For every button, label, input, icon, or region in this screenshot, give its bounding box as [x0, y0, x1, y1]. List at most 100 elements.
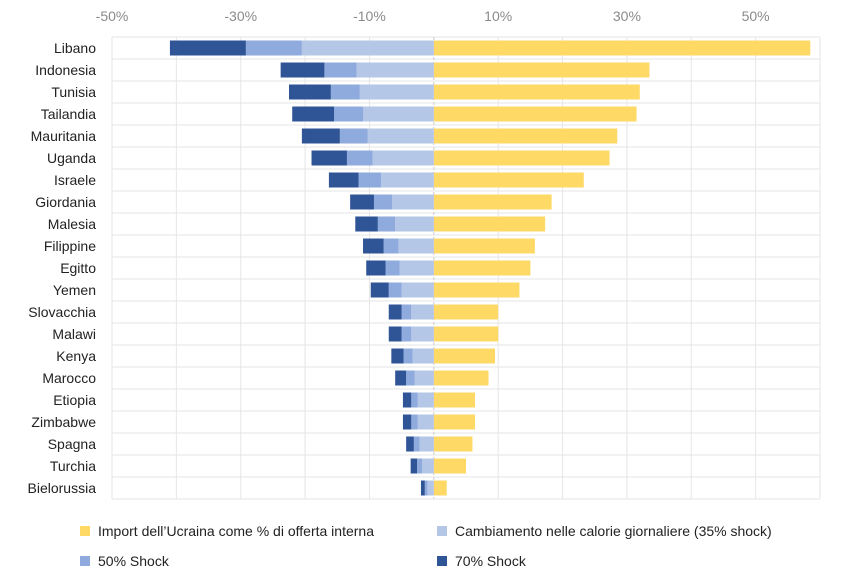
category-label: Spagna [48, 436, 96, 452]
bar-segment [406, 436, 414, 452]
bar-segment [433, 458, 466, 474]
bar-segment [433, 128, 618, 144]
bar-segment [372, 150, 434, 166]
bar-segment [410, 458, 418, 474]
bar-segment [381, 172, 434, 188]
legend-label-35-shock: Cambiamento nelle calorie giornaliere (3… [455, 523, 772, 539]
legend-item-import: Import dell’Ucraina come % di offerta in… [80, 523, 374, 539]
bar-segment [433, 216, 546, 232]
bar-segment [411, 414, 418, 430]
bar-segment [388, 282, 402, 298]
bar-segment [289, 84, 331, 100]
bar-segment [395, 370, 407, 386]
bar-segment [301, 128, 340, 144]
bar-segment [422, 458, 434, 474]
bar-segment [401, 326, 412, 342]
bar-segment [377, 216, 396, 232]
category-label: Indonesia [35, 62, 96, 78]
bar-segment [391, 348, 404, 364]
bar-segment [292, 106, 335, 122]
bar-segment [358, 172, 382, 188]
category-label: Marocco [42, 370, 96, 386]
bar-segment [433, 40, 811, 56]
bar-segment [433, 392, 476, 408]
bar-segment [433, 194, 552, 210]
bar-segment [373, 194, 392, 210]
category-label: Mauritania [31, 128, 97, 144]
bar-segment [366, 260, 386, 276]
legend-item-35-shock: Cambiamento nelle calorie giornaliere (3… [437, 523, 772, 539]
bar-segment [417, 414, 434, 430]
legend-item-70-shock: 70% Shock [437, 553, 526, 569]
bar-segment [402, 414, 412, 430]
legend-swatch-50-shock [80, 556, 90, 566]
bars [169, 40, 811, 496]
bar-segment [359, 84, 434, 100]
bar-segment [402, 392, 412, 408]
category-label: Malawi [52, 326, 96, 342]
bar-segment [419, 436, 434, 452]
bar-segment [417, 392, 434, 408]
legend-swatch-import [80, 526, 90, 536]
category-label: Israele [54, 172, 96, 188]
category-label: Tunisia [51, 84, 96, 100]
bar-segment [355, 216, 378, 232]
bar-segment [406, 370, 415, 386]
bar-segment [411, 326, 434, 342]
bar-segment [411, 392, 418, 408]
bar-segment [367, 128, 434, 144]
bar-segment [433, 304, 499, 320]
bar-segment [401, 304, 412, 320]
category-label: Egitto [60, 260, 96, 276]
bar-segment [370, 282, 389, 298]
bar-segment [413, 436, 420, 452]
bar-segment [398, 238, 434, 254]
bar-segment [433, 106, 637, 122]
bar-segment [388, 326, 402, 342]
category-label: Uganda [47, 150, 96, 166]
bar-segment [417, 458, 423, 474]
bar-segment [339, 128, 368, 144]
legend-swatch-70-shock [437, 556, 447, 566]
category-label: Turchia [50, 458, 96, 474]
category-label: Bielorussia [28, 480, 97, 496]
category-label: Slovacchia [28, 304, 96, 320]
bar-segment [411, 304, 434, 320]
x-axis-ticks: -50% -30% -10% 10% 30% 50% [96, 8, 770, 24]
bar-segment [280, 62, 325, 78]
legend-swatch-35-shock [437, 526, 447, 536]
bar-segment [324, 62, 357, 78]
category-label: Zimbabwe [31, 414, 96, 430]
bar-segment [399, 260, 434, 276]
bar-segment [334, 106, 364, 122]
bar-segment [412, 348, 434, 364]
bar-segment [356, 62, 434, 78]
bar-segment [383, 238, 399, 254]
category-label: Tailandia [41, 106, 96, 122]
category-label: Yemen [53, 282, 96, 298]
bar-segment [385, 260, 400, 276]
bar-segment [403, 348, 413, 364]
bar-segment [391, 194, 434, 210]
bar-segment [311, 150, 347, 166]
bar-segment [395, 216, 434, 232]
x-tick-label: 30% [613, 8, 641, 24]
legend-item-50-shock: 50% Shock [80, 553, 169, 569]
bar-segment [433, 282, 520, 298]
x-tick-label: 50% [742, 8, 770, 24]
legend-label-70-shock: 70% Shock [455, 553, 526, 569]
bar-segment [350, 194, 374, 210]
bar-segment [424, 480, 428, 496]
category-label: Filippine [44, 238, 96, 254]
grid-lines [111, 36, 821, 500]
bar-segment [245, 40, 302, 56]
bar-segment [433, 260, 531, 276]
bar-segment [433, 150, 610, 166]
bar-segment [420, 480, 425, 496]
bar-segment [388, 304, 402, 320]
category-label: Libano [54, 40, 96, 56]
legend-label-import: Import dell’Ucraina come % di offerta in… [98, 523, 374, 539]
bar-segment [330, 84, 360, 100]
bar-segment [433, 238, 535, 254]
